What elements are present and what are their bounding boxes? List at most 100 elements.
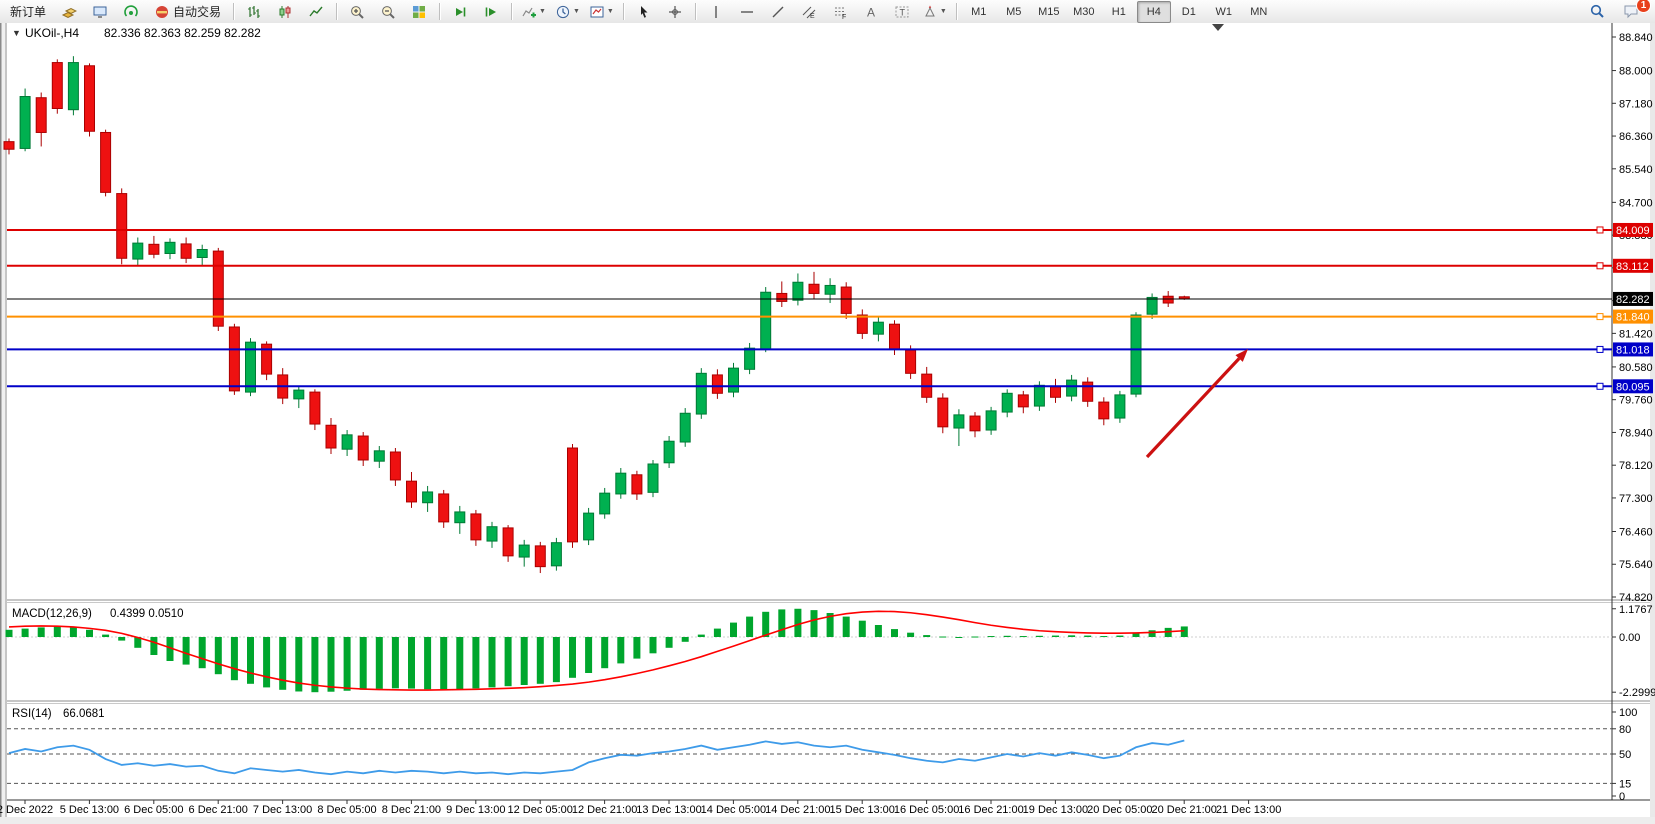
rsi-value: 66.0681 bbox=[63, 708, 105, 720]
templates-icon[interactable]: ▼ bbox=[585, 1, 618, 23]
tab-h1[interactable]: H1 bbox=[1111, 5, 1126, 18]
price-line-handle[interactable] bbox=[1596, 345, 1604, 353]
tab-d1[interactable]: D1 bbox=[1181, 5, 1196, 18]
tab-w1[interactable]: W1 bbox=[1215, 5, 1233, 18]
rsi-axis-label: 0 bbox=[1619, 791, 1625, 803]
text-label-icon[interactable]: T bbox=[887, 1, 917, 23]
price-axis-label: 81.420 bbox=[1619, 328, 1653, 340]
periods-icon[interactable]: ▼ bbox=[551, 1, 584, 23]
macd-histogram-bar bbox=[794, 608, 802, 637]
macd-histogram-bar bbox=[408, 637, 415, 689]
price-axis-label: 79.760 bbox=[1619, 395, 1653, 407]
candle-body bbox=[357, 435, 369, 461]
price-axis-label: 78.120 bbox=[1619, 460, 1653, 472]
tab-h4[interactable]: H4 bbox=[1136, 0, 1171, 23]
macd-histogram-bar bbox=[633, 637, 641, 659]
macd-histogram-bar bbox=[37, 627, 45, 637]
chart-shift-icon[interactable] bbox=[476, 1, 506, 23]
chart-title-ohlc: 82.336 82.363 82.259 82.282 bbox=[104, 26, 261, 40]
signal-icon[interactable] bbox=[116, 1, 146, 23]
trendline-icon[interactable] bbox=[763, 1, 793, 23]
price-line-handle[interactable] bbox=[1596, 313, 1604, 321]
tab-m30[interactable]: M30 bbox=[1073, 5, 1095, 18]
svg-text:T: T bbox=[899, 7, 905, 17]
price-line-handle[interactable] bbox=[1596, 382, 1604, 390]
time-axis-label: 16 Dec 05:00 bbox=[894, 804, 959, 816]
vertical-line-icon[interactable] bbox=[701, 1, 731, 23]
fibonacci-icon[interactable]: F bbox=[825, 1, 855, 23]
cursor-icon[interactable] bbox=[629, 1, 659, 23]
time-axis-label: 20 Dec 05:00 bbox=[1087, 804, 1152, 816]
macd-histogram-bar bbox=[617, 637, 625, 664]
macd-histogram-bar bbox=[697, 634, 705, 637]
chart-shift-marker[interactable] bbox=[1212, 24, 1224, 31]
bar-chart-icon[interactable] bbox=[239, 1, 269, 23]
separator bbox=[694, 3, 696, 20]
candlestick-chart-icon[interactable] bbox=[270, 1, 300, 23]
price-axis-label: 86.360 bbox=[1619, 131, 1653, 143]
terminal-icon[interactable] bbox=[85, 1, 115, 23]
candle-body bbox=[309, 391, 321, 425]
notifications-icon[interactable]: 1 bbox=[1616, 0, 1651, 23]
macd-histogram-bar bbox=[987, 636, 995, 638]
tile-windows-icon[interactable] bbox=[404, 1, 434, 23]
chart-profiles-icon[interactable] bbox=[54, 1, 84, 23]
price-line-handle[interactable] bbox=[1596, 262, 1604, 270]
text-tool-icon[interactable]: A bbox=[856, 1, 886, 23]
chart-collapse-icon[interactable]: ▼ bbox=[12, 28, 21, 38]
candle-body bbox=[663, 440, 675, 464]
line-chart-icon[interactable] bbox=[301, 1, 331, 23]
zoom-in-icon[interactable] bbox=[342, 1, 372, 23]
search-icon[interactable] bbox=[1582, 1, 1612, 23]
candle-body bbox=[51, 62, 63, 109]
candle-body bbox=[615, 472, 627, 495]
macd-histogram-bar bbox=[778, 609, 786, 637]
macd-histogram-bar bbox=[263, 637, 271, 688]
price-axis-label: 75.640 bbox=[1619, 559, 1653, 571]
macd-signal-line bbox=[8, 610, 1185, 691]
candle-body bbox=[422, 491, 434, 504]
tab-mn[interactable]: MN bbox=[1250, 5, 1268, 18]
candle-body bbox=[534, 545, 546, 568]
trend-arrow[interactable] bbox=[1145, 357, 1241, 459]
trend-arrow-head[interactable] bbox=[1235, 349, 1248, 362]
tab-m5[interactable]: M5 bbox=[1006, 5, 1022, 18]
crosshair-icon[interactable] bbox=[660, 1, 690, 23]
candle-body bbox=[1082, 381, 1094, 402]
zoom-out-icon[interactable] bbox=[373, 1, 403, 23]
rsi-line bbox=[8, 739, 1185, 776]
candle-body bbox=[985, 410, 997, 431]
candle-body bbox=[84, 65, 95, 132]
time-axis-label: 20 Dec 21:00 bbox=[1151, 804, 1216, 816]
equidistant-channel-icon[interactable]: E bbox=[794, 1, 824, 23]
candle-body bbox=[1050, 386, 1061, 398]
autotrading-icon bbox=[156, 5, 169, 18]
candle-body bbox=[1114, 394, 1126, 419]
autotrading-button[interactable]: 自动交易 bbox=[147, 1, 228, 23]
time-axis-label: 14 Dec 21:00 bbox=[765, 804, 830, 816]
arrows-shapes-icon[interactable]: ▼ bbox=[918, 1, 951, 23]
indicators-icon[interactable]: ▼ bbox=[517, 1, 550, 23]
tab-m1[interactable]: M1 bbox=[971, 5, 987, 18]
price-badge-label: 84.009 bbox=[1616, 225, 1650, 237]
rsi-axis-label: 15 bbox=[1619, 778, 1631, 790]
chart-window[interactable]: 88.84088.00087.18086.36085.54084.70083.8… bbox=[0, 23, 1655, 824]
candle-body bbox=[1130, 314, 1142, 395]
candle-body bbox=[776, 292, 788, 302]
chart-canvas[interactable]: 88.84088.00087.18086.36085.54084.70083.8… bbox=[0, 23, 1655, 824]
tab-m15[interactable]: M15 bbox=[1038, 5, 1060, 18]
candle-body bbox=[389, 451, 401, 481]
separator bbox=[233, 3, 235, 20]
new-order-button[interactable]: 新订单 bbox=[10, 5, 47, 19]
macd-histogram-bar bbox=[166, 637, 174, 661]
chevron-down-icon: ▼ bbox=[939, 8, 947, 15]
auto-scroll-icon[interactable] bbox=[445, 1, 475, 23]
macd-values: 0.4399 0.0510 bbox=[110, 608, 184, 620]
macd-histogram-bar bbox=[311, 637, 319, 693]
macd-axis-label: 0.00 bbox=[1619, 632, 1640, 644]
horizontal-line-icon[interactable] bbox=[732, 1, 762, 23]
candle-body bbox=[35, 97, 47, 133]
price-line-handle[interactable] bbox=[1596, 226, 1604, 234]
macd-histogram-bar bbox=[971, 636, 979, 638]
candle-body bbox=[180, 243, 192, 259]
